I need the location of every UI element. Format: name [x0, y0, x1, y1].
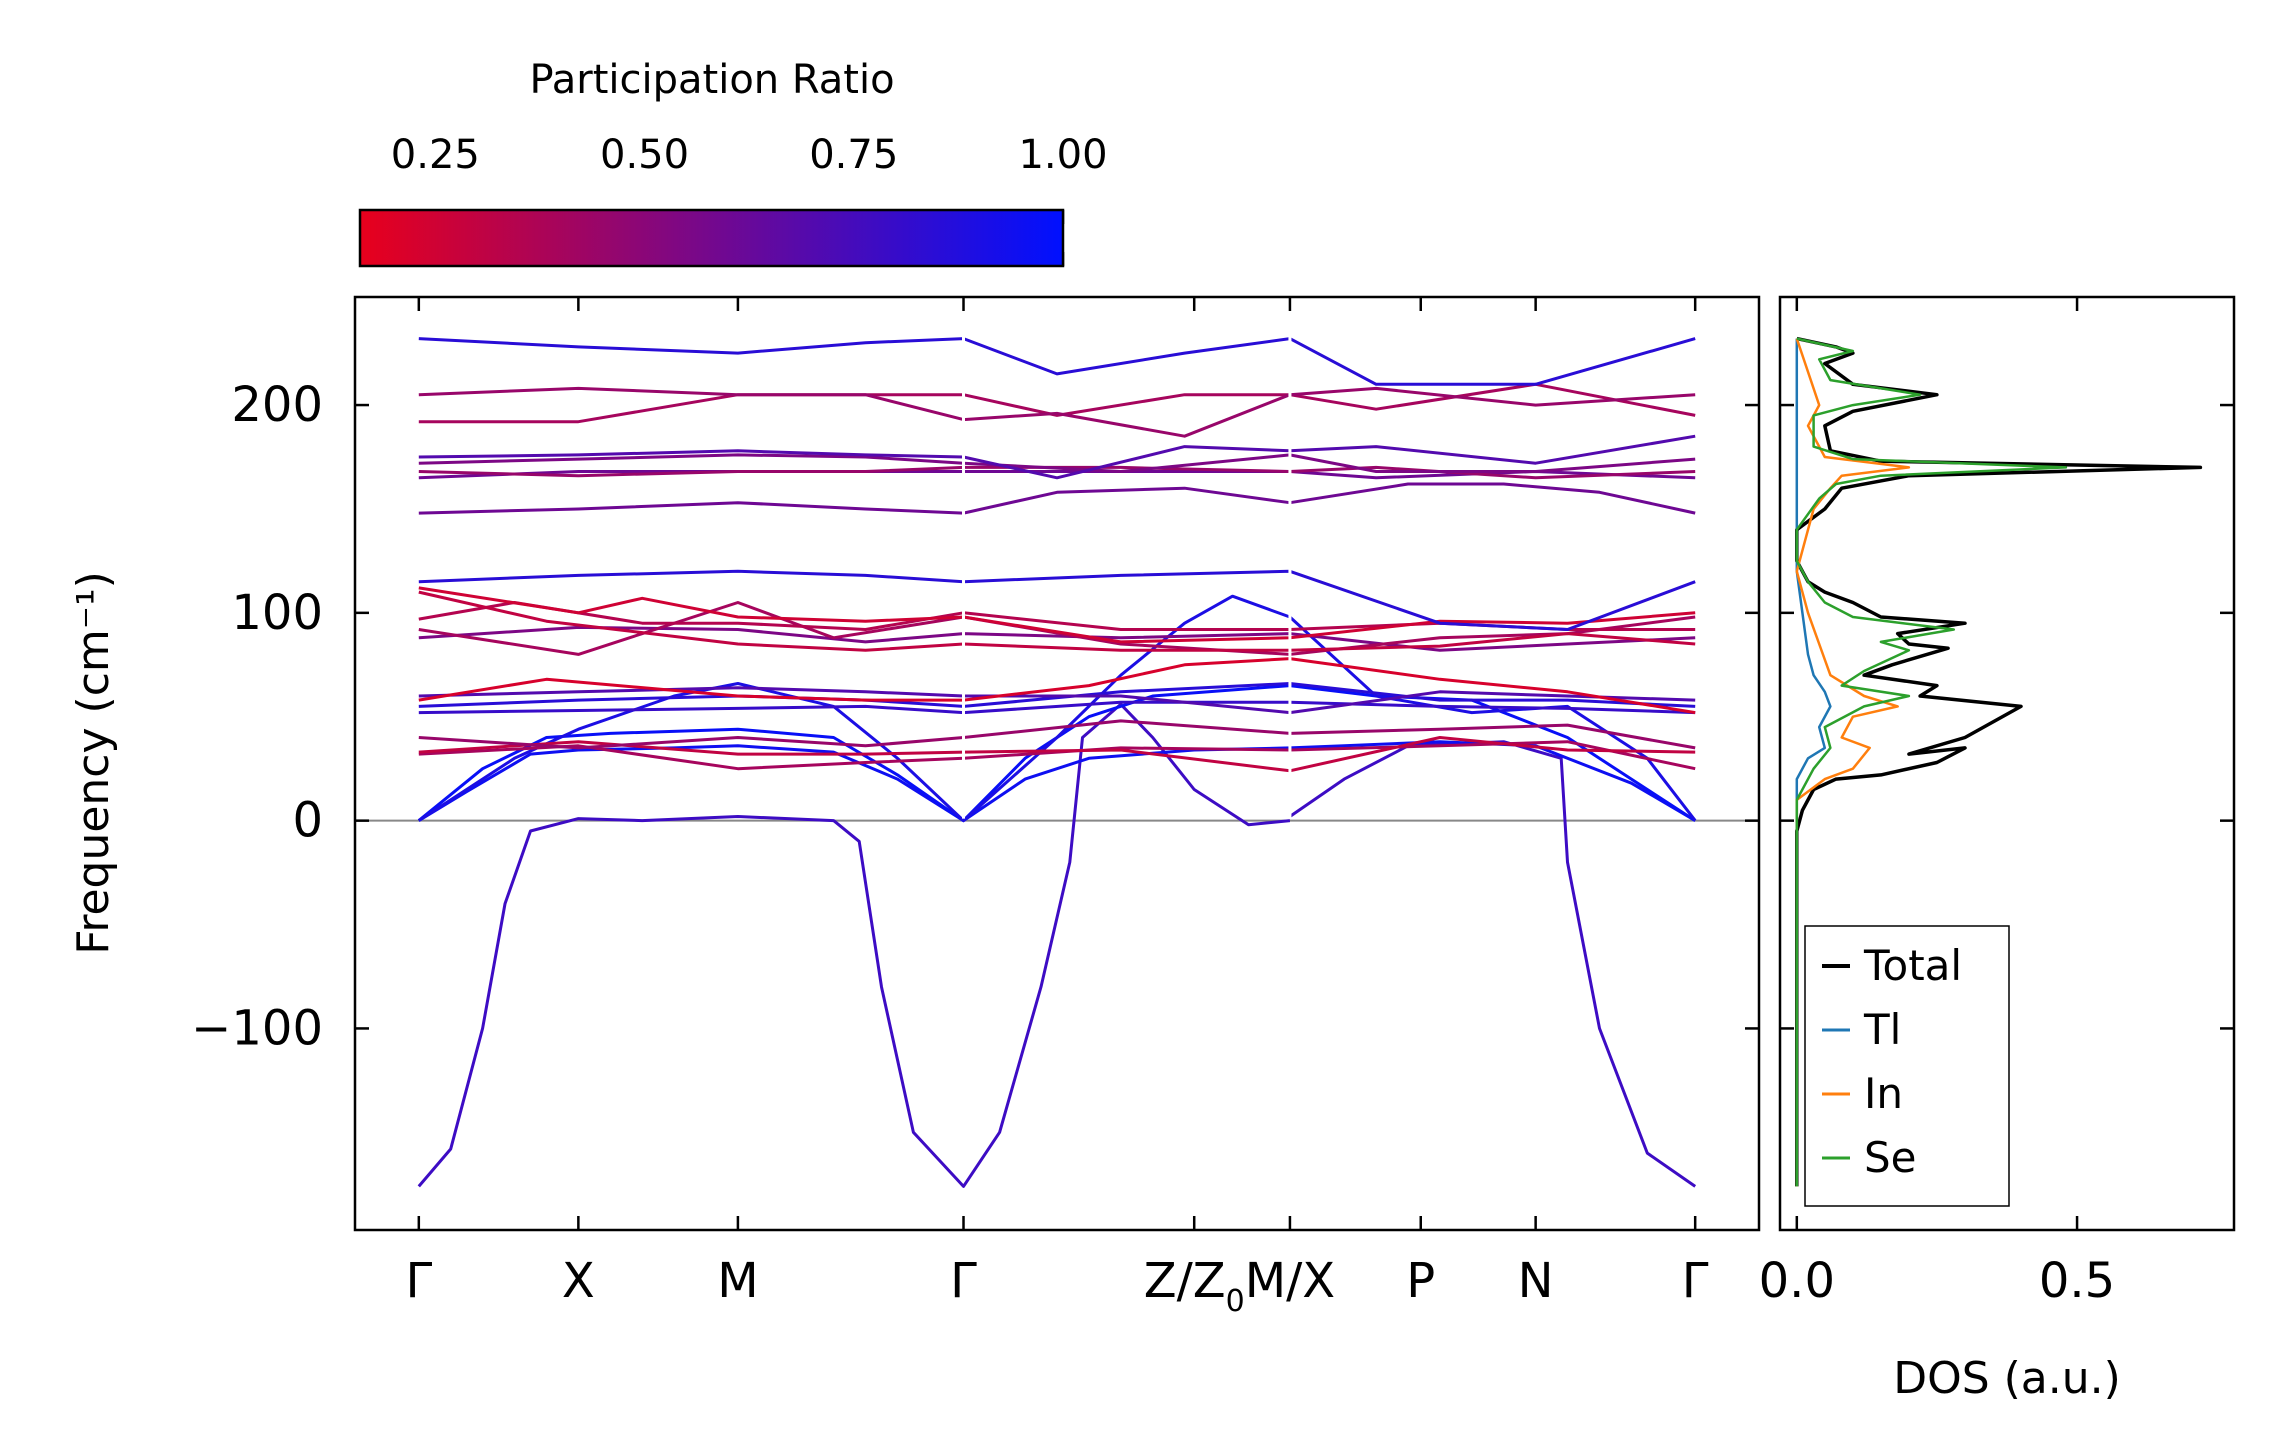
band-band-55 [418, 682, 1696, 708]
dos-xtick-label: 0.5 [2039, 1253, 2115, 1309]
legend-label-total: Total [1863, 941, 1962, 990]
band-xtick-label: Γ [405, 1253, 432, 1309]
band-band-68 [418, 657, 1696, 715]
band-band-40 [418, 719, 1696, 750]
band-y-ticks: −100 0 100 200 [191, 377, 1759, 1056]
band-band-172 [418, 453, 1696, 473]
band-band-205 [418, 386, 1696, 438]
path-breaks [962, 301, 1292, 819]
band-ytick-label: 0 [292, 793, 323, 849]
legend-entries: Total Tl In Se [1822, 941, 1962, 1182]
colorbar-tick-label: 1.00 [1018, 132, 1107, 178]
band-ytick-label: 100 [231, 585, 323, 641]
legend-label-se: Se [1864, 1133, 1917, 1182]
band-soft-mode [417, 702, 1291, 1188]
dos-line-tl [1795, 338, 1832, 1187]
path-break-gap [1288, 301, 1292, 819]
band-band-30 [418, 736, 1696, 773]
band-xtick-label: Z/Z0 [1144, 1253, 1245, 1319]
band-band-110 [418, 590, 1696, 652]
band-xtick-label: X [562, 1253, 595, 1309]
dos-line-total [1795, 336, 2203, 1187]
band-xtick-label: Γ [950, 1253, 977, 1309]
colorbar: Participation Ratio 0.25 0.50 0.75 1.00 [358, 57, 1108, 268]
colorbar-ticks: 0.25 0.50 0.75 1.00 [391, 132, 1108, 266]
band-x-ticks: Γ X M Γ Z/Z0 M/X P N Γ [405, 297, 1709, 1319]
colorbar-tick-label: 0.50 [600, 132, 689, 178]
colorbar-tick-label: 0.25 [391, 132, 480, 178]
dos-line-in [1795, 338, 1911, 1187]
dos-x-axis-label: DOS (a.u.) [1893, 1353, 2121, 1404]
band-structure-panel: −100 0 100 200 Γ X M Γ Z/Z0 M/X P N Γ Frequency (cm… [68, 295, 1761, 1319]
dos-xtick-label: 0.0 [1759, 1253, 1835, 1309]
band-acoustic-2 [417, 684, 1697, 823]
dos-line-se [1795, 337, 2068, 1187]
band-band-52 [418, 700, 1696, 715]
path-break-gap [962, 301, 966, 819]
band-band-175 [418, 434, 1696, 480]
band-soft-mode-2 [1289, 740, 1697, 1188]
band-band-192 [418, 382, 1696, 424]
colorbar-tick-label: 0.75 [809, 132, 898, 178]
band-band-232 [418, 337, 1696, 386]
band-axes-frame [353, 295, 1761, 1232]
band-band-148 [418, 482, 1696, 515]
band-xtick-label: Γ [1682, 1253, 1709, 1309]
band-xtick-label: N [1518, 1253, 1554, 1309]
band-band-115 [418, 569, 1696, 631]
dos-x-ticks: 0.0 0.5 [1759, 297, 2115, 1309]
legend-label-in: In [1864, 1069, 1903, 1118]
dos-y-ticks [1780, 403, 2234, 1030]
dos-axes-frame [1778, 295, 2236, 1232]
legend-label-tl: Tl [1863, 1005, 1901, 1054]
dos-lines [1795, 336, 2203, 1187]
band-xtick-label: P [1406, 1253, 1435, 1309]
band-ytick-label: −100 [191, 1000, 323, 1056]
band-acoustic-1 [418, 740, 1696, 823]
dos-legend: Total Tl In Se [1804, 925, 2010, 1207]
band-y-axis-label: Frequency (cm⁻¹) [68, 571, 119, 955]
band-xtick-label: M/X [1245, 1253, 1335, 1309]
band-acoustic-3 [417, 594, 1697, 823]
dos-panel: 0.0 0.5 DOS (a.u.) Total Tl In Se [1759, 295, 2236, 1404]
band-band-165 [418, 470, 1696, 480]
colorbar-gradient [358, 208, 1065, 268]
colorbar-label: Participation Ratio [529, 57, 894, 103]
band-xtick-label: M [717, 1253, 758, 1309]
band-ytick-label: 200 [231, 377, 323, 433]
band-lines [417, 337, 1697, 1188]
